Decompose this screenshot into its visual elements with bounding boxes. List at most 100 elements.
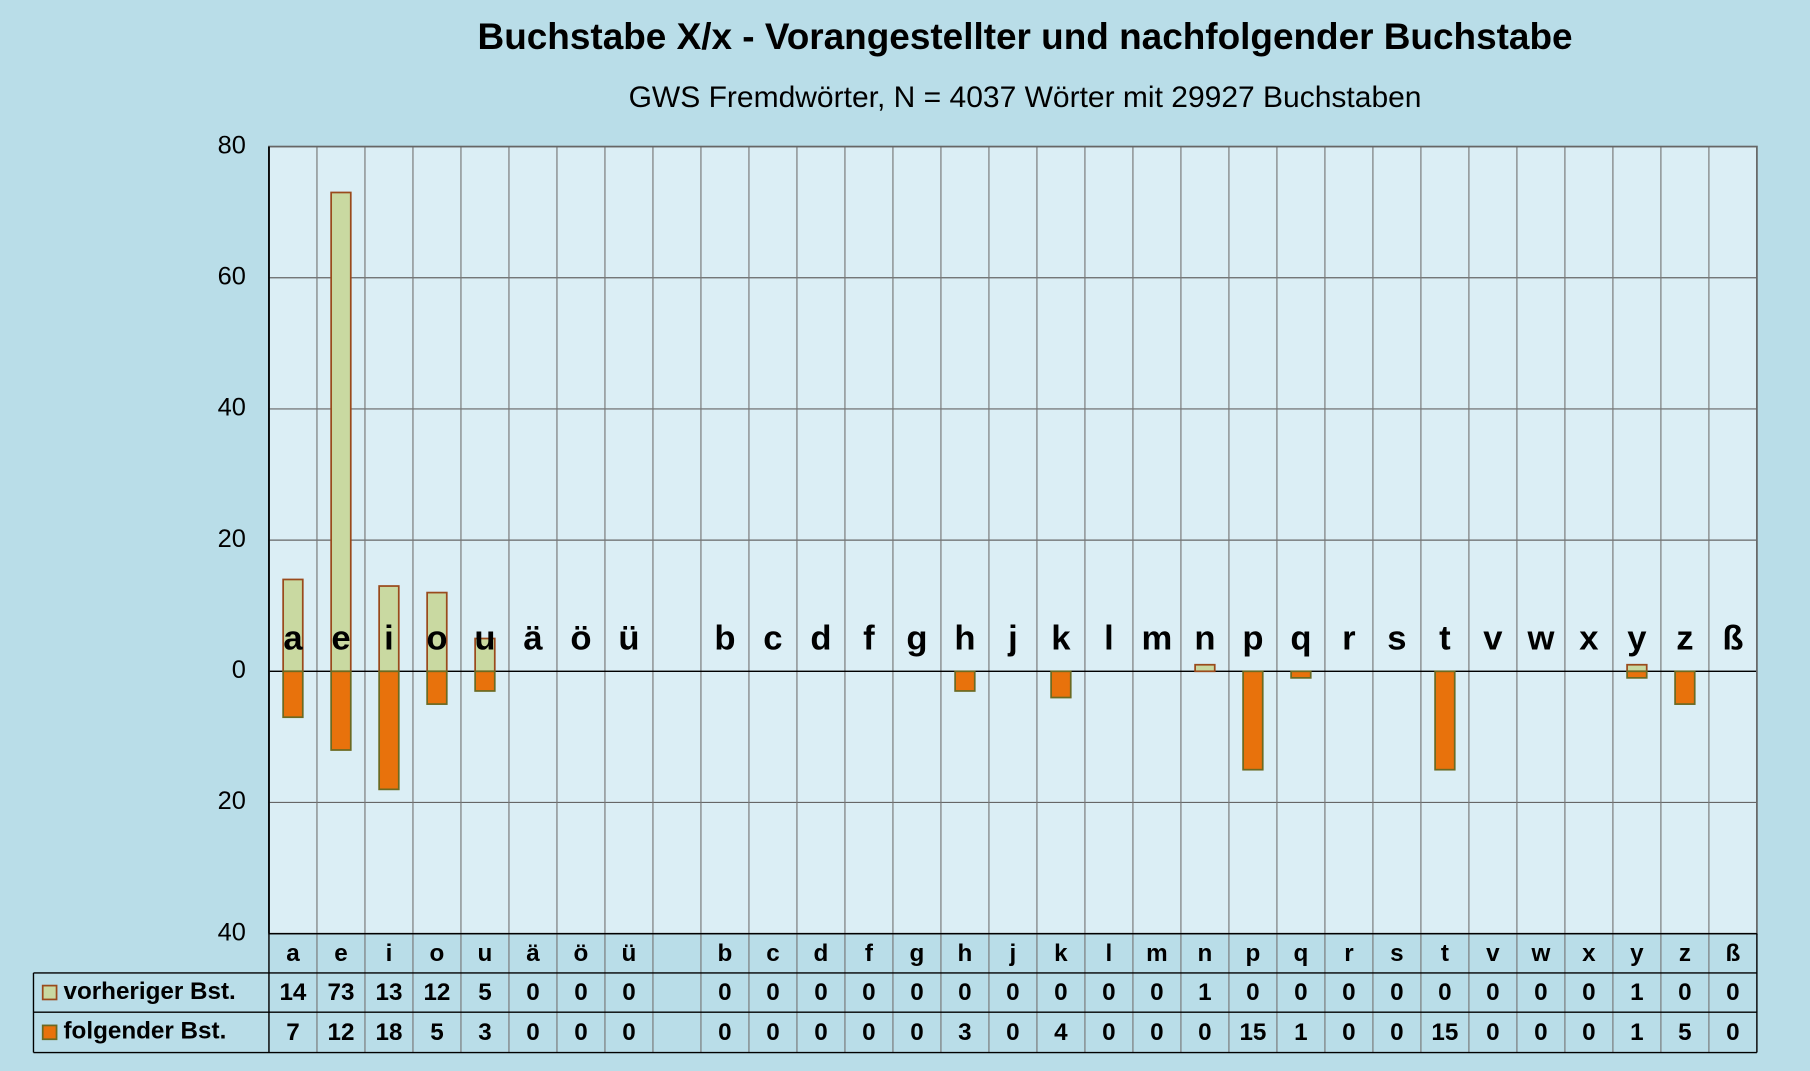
x-tick-label: m (1146, 940, 1168, 967)
x-tick-label: e (334, 940, 347, 967)
category-label: l (1104, 620, 1114, 658)
table-value: 5 (1678, 1019, 1691, 1046)
x-tick-label: ä (526, 940, 540, 967)
table-value: 0 (862, 979, 875, 1006)
bar (1674, 670, 1696, 705)
table-value: 0 (814, 979, 827, 1006)
table-value: 0 (1582, 979, 1595, 1006)
table-value: 0 (1150, 979, 1163, 1006)
x-tick-label: g (910, 940, 925, 967)
category-label: p (1242, 620, 1263, 658)
table-value: 0 (1342, 1019, 1355, 1046)
category-label: w (1526, 620, 1554, 658)
table-value: 3 (958, 1019, 971, 1046)
bar (330, 191, 352, 673)
x-tick-label: w (1530, 940, 1550, 967)
category-label: k (1051, 620, 1071, 658)
table-value: 0 (814, 1019, 827, 1046)
category-label: u (474, 620, 495, 658)
y-tick-label: 40 (218, 394, 246, 422)
table-value: 0 (1390, 979, 1403, 1006)
table-value: 14 (279, 979, 306, 1006)
category-label: q (1290, 620, 1311, 658)
x-tick-label: d (814, 940, 829, 967)
bar (378, 670, 400, 791)
x-tick-label: n (1198, 940, 1213, 967)
table-value: 0 (1438, 979, 1451, 1006)
table-value: 12 (423, 979, 450, 1006)
bar (1242, 670, 1264, 771)
table-value: 0 (766, 1019, 779, 1046)
table-value: 0 (1102, 1019, 1115, 1046)
table-value: 0 (910, 1019, 923, 1046)
table-value: 0 (1342, 979, 1355, 1006)
x-tick-label: v (1486, 940, 1500, 967)
table-value: 0 (718, 1019, 731, 1046)
table-value: 73 (327, 979, 354, 1006)
table-value: 4 (1054, 1019, 1068, 1046)
category-label: v (1483, 620, 1503, 658)
table-value: 0 (1294, 979, 1307, 1006)
category-label: h (954, 620, 975, 658)
x-tick-label: ß (1726, 940, 1741, 967)
table-value: 0 (1534, 1019, 1547, 1046)
category-label: y (1627, 620, 1647, 658)
table-value: 0 (1102, 979, 1115, 1006)
table-value: 0 (1390, 1019, 1403, 1046)
x-tick-label: z (1679, 940, 1691, 967)
table-value: 13 (375, 979, 402, 1006)
table-value: 0 (910, 979, 923, 1006)
table-value: 1 (1294, 1019, 1307, 1046)
bar (1194, 663, 1216, 673)
x-tick-label: s (1390, 940, 1403, 967)
y-tick-label: 0 (232, 656, 246, 684)
bar (954, 670, 976, 692)
bar (1290, 670, 1312, 679)
table-value: 0 (1486, 1019, 1499, 1046)
table-value: 0 (526, 1019, 539, 1046)
table-value: 0 (1486, 979, 1499, 1006)
chart-subtitle: GWS Fremdwörter, N = 4037 Wörter mit 299… (629, 81, 1422, 114)
table-value: 5 (430, 1019, 443, 1046)
category-label: ü (618, 620, 639, 658)
table-value: 0 (1054, 979, 1067, 1006)
bar (330, 670, 352, 751)
table-value: 15 (1239, 1019, 1266, 1046)
x-tick-label: h (958, 940, 973, 967)
category-label: i (384, 620, 394, 658)
legend-label: folgender Bst. (63, 1018, 226, 1045)
bar (474, 670, 496, 692)
table-value: 0 (1726, 979, 1739, 1006)
y-tick-label: 20 (218, 525, 246, 553)
category-label: m (1142, 620, 1173, 658)
x-tick-label: k (1054, 940, 1068, 967)
category-label: n (1194, 620, 1215, 658)
bar (426, 670, 448, 705)
category-label: j (1007, 620, 1018, 658)
bar (282, 670, 304, 719)
table-value: 1 (1630, 979, 1643, 1006)
table-value: 18 (375, 1019, 402, 1046)
table-value: 0 (574, 1019, 587, 1046)
legend-key (41, 984, 58, 1001)
table-value: 7 (286, 1019, 299, 1046)
table-value: 0 (1006, 979, 1019, 1006)
x-tick-label: j (1009, 940, 1017, 967)
category-label: ß (1722, 620, 1743, 658)
x-tick-label: c (766, 940, 779, 967)
table-value: 0 (1006, 1019, 1019, 1046)
x-tick-label: r (1344, 940, 1354, 967)
category-label: s (1387, 620, 1406, 658)
chart-title: Buchstabe X/x - Vorangestellter und nach… (478, 16, 1573, 57)
table-value: 0 (1678, 979, 1691, 1006)
table-value: 0 (622, 1019, 635, 1046)
table-value: 5 (478, 979, 491, 1006)
table-value: 0 (574, 979, 587, 1006)
category-label: g (906, 620, 927, 658)
table-value: 0 (862, 1019, 875, 1046)
bar (1626, 663, 1648, 673)
x-tick-label: q (1294, 940, 1309, 967)
category-label: o (426, 620, 447, 658)
table-value: 0 (958, 979, 971, 1006)
